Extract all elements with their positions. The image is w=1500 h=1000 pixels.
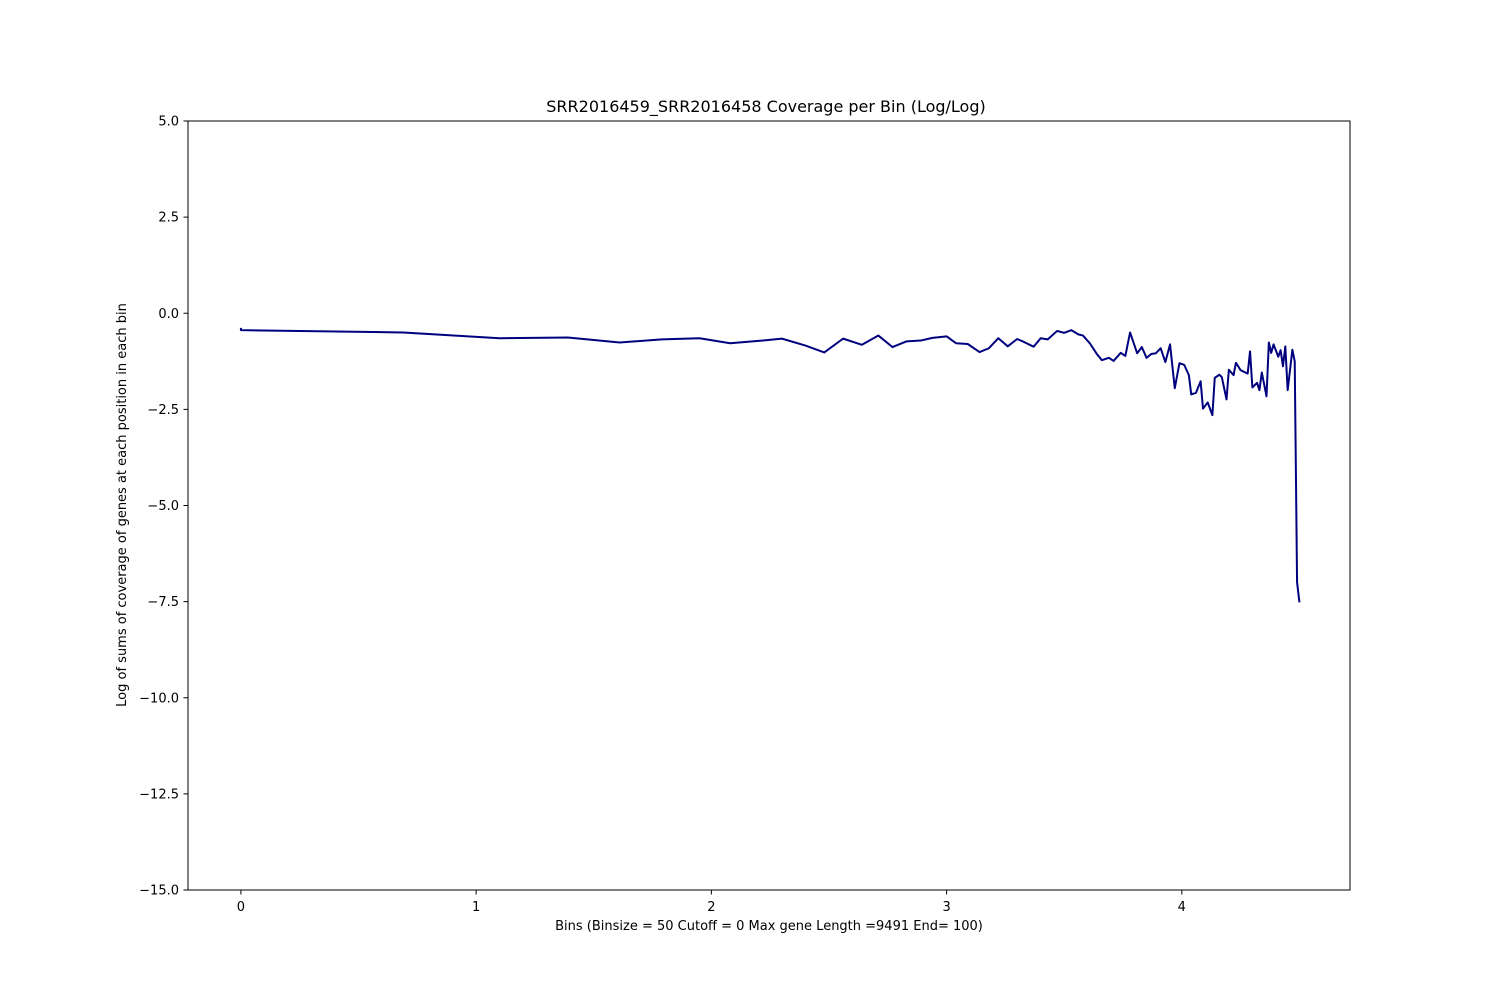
- plot-area: [188, 121, 1350, 890]
- y-tick-label: −5.0: [147, 499, 179, 514]
- y-tick-label: −12.5: [139, 787, 179, 802]
- y-tick-label: 5.0: [158, 115, 179, 130]
- y-tick-label: −2.5: [147, 403, 179, 418]
- x-axis: 0 1 2 3 4: [237, 890, 1186, 915]
- series-line: [239, 327, 1301, 603]
- x-tick-label: 4: [1178, 900, 1186, 915]
- x-tick-label: 2: [707, 900, 715, 915]
- x-tick-label: 0: [237, 900, 245, 915]
- x-tick-label: 3: [942, 900, 950, 915]
- x-axis-label: Bins (Binsize = 50 Cutoff = 0 Max gene L…: [555, 919, 983, 934]
- y-tick-label: 0.0: [158, 307, 179, 322]
- y-tick-label: −15.0: [139, 884, 179, 899]
- chart-title: SRR2016459_SRR2016458 Coverage per Bin (…: [546, 97, 985, 117]
- y-tick-label: −7.5: [147, 595, 179, 610]
- y-axis: 5.0 2.5 0.0 −2.5 −5.0 −7.5 −10.0 −12.5 −15.0: [139, 115, 188, 899]
- marks-layer: [239, 327, 1301, 603]
- y-tick-label: 2.5: [158, 211, 179, 226]
- y-tick-label: −10.0: [139, 691, 179, 706]
- y-axis-label: Log of sums of coverage of genes at each…: [115, 303, 130, 707]
- x-tick-label: 1: [472, 900, 480, 915]
